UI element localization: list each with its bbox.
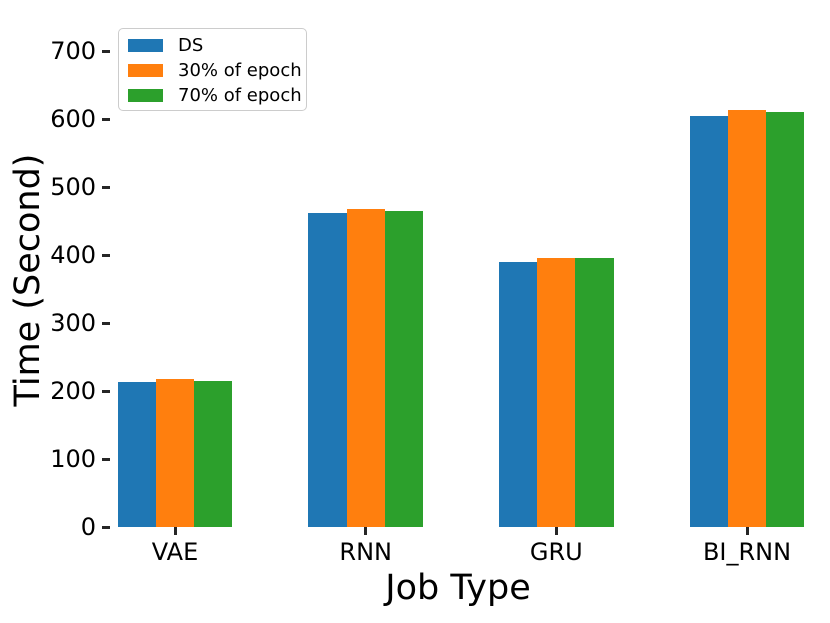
y-tick-mark <box>102 49 110 53</box>
y-tick-mark <box>102 457 110 461</box>
y-tick-label: 200 <box>50 377 96 405</box>
x-tick-label: BI_RNN <box>702 538 792 566</box>
bar-30-of-epoch-rnn <box>346 209 385 527</box>
legend-label: DS <box>178 35 204 56</box>
y-tick-mark <box>102 253 110 257</box>
bar-ds-vae <box>117 382 156 527</box>
bar-70-of-epoch-gru <box>575 257 614 527</box>
legend-swatch <box>128 39 163 52</box>
x-tick-mark <box>554 527 558 535</box>
legend: DS 30% of epoch 70% of epoch <box>118 28 307 111</box>
bar-30-of-epoch-gru <box>537 258 576 527</box>
legend-row: 70% of epoch <box>128 83 306 108</box>
legend-swatch <box>128 89 163 102</box>
bar-ds-gru <box>498 262 538 527</box>
x-tick-label: GRU <box>529 538 583 566</box>
y-tick-label: 500 <box>50 173 96 201</box>
legend-row: DS <box>128 33 306 58</box>
bar-30-of-epoch-bi_rnn <box>727 110 767 527</box>
bar-ds-rnn <box>308 212 347 527</box>
x-tick-label: RNN <box>339 538 392 566</box>
legend-label: 70% of epoch <box>178 85 302 106</box>
y-tick-label: 300 <box>50 309 96 337</box>
y-tick-mark <box>102 117 110 121</box>
y-tick-label: 600 <box>50 105 96 133</box>
x-tick-label: VAE <box>151 538 199 566</box>
legend-swatch <box>128 64 163 77</box>
legend-items: DS 30% of epoch 70% of epoch <box>128 33 306 108</box>
legend-row: 30% of epoch <box>128 58 306 83</box>
bar-70-of-epoch-bi_rnn <box>766 111 805 527</box>
x-tick-mark <box>364 527 368 535</box>
y-tick-mark <box>102 185 110 189</box>
y-tick-label: 700 <box>50 37 96 65</box>
bar-ds-bi_rnn <box>689 115 728 527</box>
bar-70-of-epoch-vae <box>194 380 233 527</box>
legend-label: 30% of epoch <box>178 60 302 81</box>
y-tick-label: 400 <box>50 241 96 269</box>
y-tick-label: 100 <box>50 445 96 473</box>
y-tick-mark <box>102 389 110 393</box>
bar-70-of-epoch-rnn <box>384 210 424 527</box>
x-axis-title: Job Type <box>385 568 531 608</box>
x-tick-mark <box>173 527 177 535</box>
y-tick-label: 0 <box>80 513 96 541</box>
x-tick-mark <box>745 527 749 535</box>
bar-30-of-epoch-vae <box>155 378 195 527</box>
y-tick-mark <box>102 525 110 529</box>
y-tick-mark <box>102 321 110 325</box>
